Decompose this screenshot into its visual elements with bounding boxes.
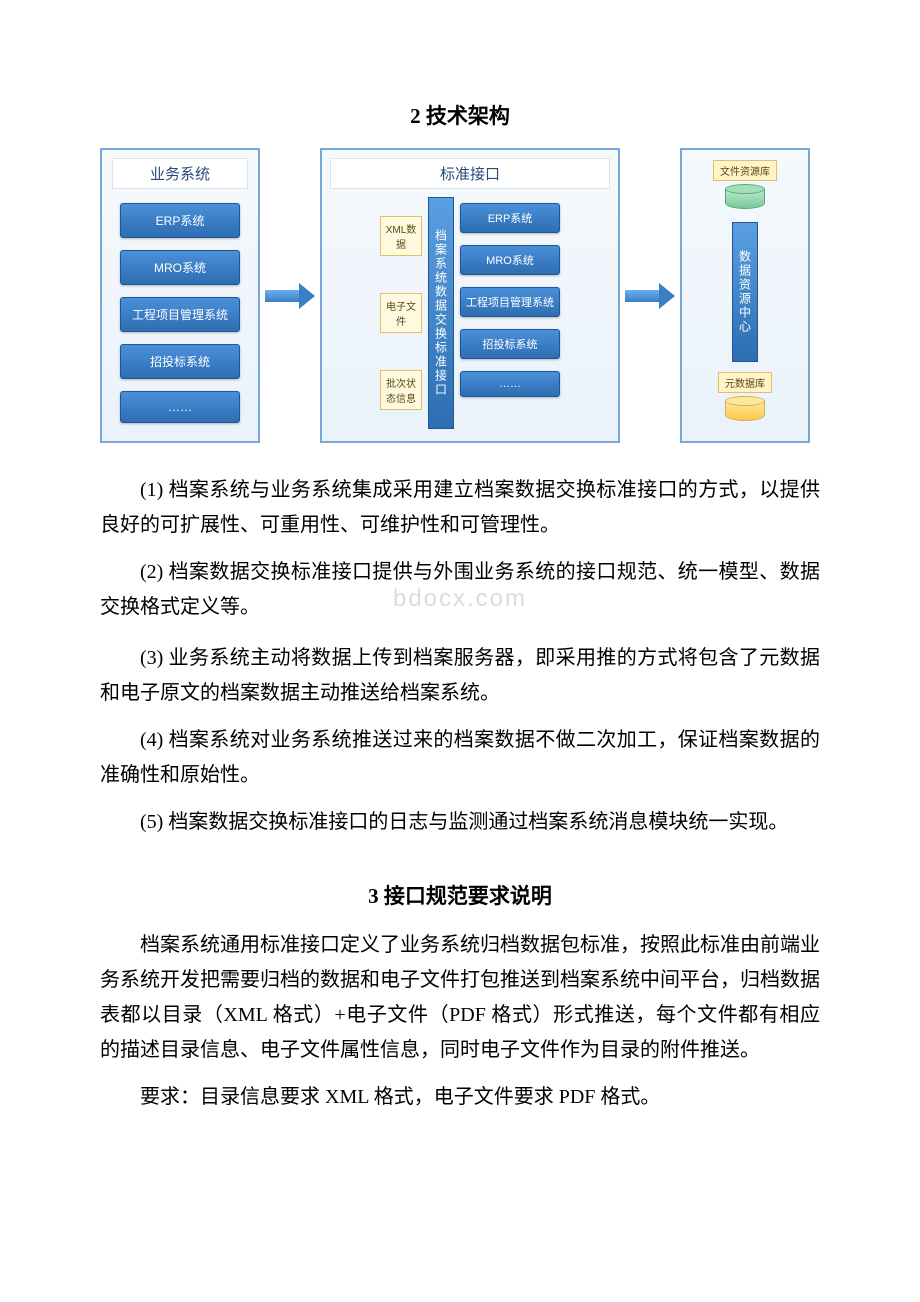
b-sys-mro: MRO系统 (460, 245, 560, 275)
sys-project: 工程项目管理系统 (120, 297, 240, 332)
s2-para-4: (4) 档案系统对业务系统推送过来的档案数据不做二次加工，保证档案数据的准确性和… (100, 723, 820, 793)
yellow-file: 电子文件 (380, 293, 422, 333)
panel-b-systems: ERP系统 MRO系统 工程项目管理系统 招投标系统 …… (460, 197, 560, 429)
s2-para-2: (2) 档案数据交换标准接口提供与外围业务系统的接口规范、统一模型、数据交换格式… (100, 555, 820, 625)
architecture-diagram: 业务系统 ERP系统 MRO系统 工程项目管理系统 招投标系统 …… 标准接口 … (100, 148, 820, 443)
yellow-batch: 批次状态信息 (380, 370, 422, 410)
vert-interface-label: 档案系统数据交换标准接口 (428, 197, 454, 429)
sys-mro: MRO系统 (120, 250, 240, 285)
metadata-db-label: 元数据库 (718, 372, 772, 393)
vert-data-center-label: 数据资源中心 (732, 222, 758, 362)
s3-para-1: 档案系统通用标准接口定义了业务系统归档数据包标准，按照此标准由前端业务系统开发把… (100, 928, 820, 1068)
sys-more: …… (120, 391, 240, 423)
yellow-xml: XML数据 (380, 216, 422, 256)
yellow-column: XML数据 电子文件 批次状态信息 (380, 197, 422, 429)
s3-para-2: 要求：目录信息要求 XML 格式，电子文件要求 PDF 格式。 (100, 1080, 820, 1115)
panel-data-center: 文件资源库 数据资源中心 元数据库 (680, 148, 810, 443)
panel-standard-interface: 标准接口 XML数据 电子文件 批次状态信息 档案系统数据交换标准接口 ERP系… (320, 148, 620, 443)
s2-para-3: (3) 业务系统主动将数据上传到档案服务器，即采用推的方式将包含了元数据和电子原… (100, 641, 820, 711)
s2-para-1: (1) 档案系统与业务系统集成采用建立档案数据交换标准接口的方式，以提供良好的可… (100, 473, 820, 543)
arrow-1 (260, 148, 320, 443)
section-2-title: 2 技术架构 (100, 100, 820, 130)
cylinder-icon (725, 184, 765, 212)
section-3-title: 3 接口规范要求说明 (100, 880, 820, 910)
panel-a-header: 业务系统 (112, 158, 248, 189)
b-sys-project: 工程项目管理系统 (460, 287, 560, 317)
b-sys-more: …… (460, 371, 560, 397)
b-sys-bid: 招投标系统 (460, 329, 560, 359)
sys-erp: ERP系统 (120, 203, 240, 238)
arrow-2 (620, 148, 680, 443)
sys-bid: 招投标系统 (120, 344, 240, 379)
file-resource-label: 文件资源库 (713, 160, 777, 181)
b-sys-erp: ERP系统 (460, 203, 560, 233)
panel-business-systems: 业务系统 ERP系统 MRO系统 工程项目管理系统 招投标系统 …… (100, 148, 260, 443)
s2-para-5: (5) 档案数据交换标准接口的日志与监测通过档案系统消息模块统一实现。 (100, 805, 820, 840)
cylinder-icon (725, 396, 765, 424)
panel-b-header: 标准接口 (330, 158, 610, 189)
